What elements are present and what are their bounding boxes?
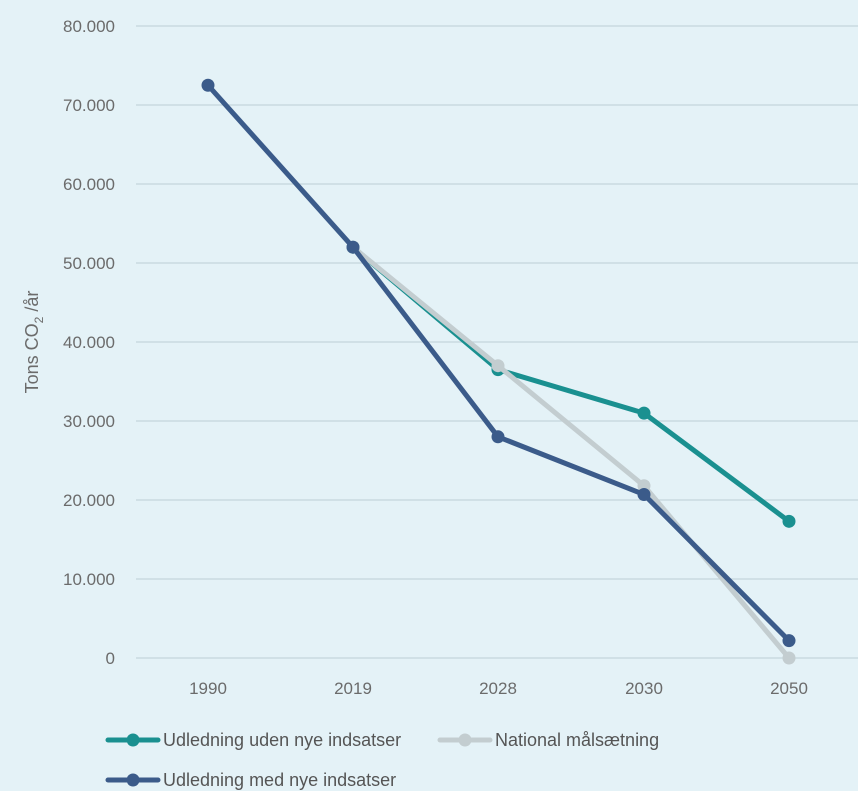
x-tick-label: 2050 bbox=[770, 679, 808, 698]
y-tick-label: 10.000 bbox=[63, 570, 115, 589]
y-axis-ticks: 0 10.000 20.000 30.000 40.000 50.000 60.000 70.… bbox=[63, 17, 115, 668]
data-point bbox=[782, 651, 796, 665]
x-tick-label: 1990 bbox=[189, 679, 227, 698]
series-line bbox=[350, 244, 792, 524]
legend-label: National målsætning bbox=[495, 730, 659, 750]
y-tick-label: 50.000 bbox=[63, 254, 115, 273]
x-axis-ticks: 1990 2019 2028 2030 2050 bbox=[189, 679, 808, 698]
legend-entry: Udledning med nye indsatser bbox=[105, 770, 396, 790]
y-tick-label: 0 bbox=[106, 649, 115, 668]
legend-marker bbox=[126, 733, 140, 747]
data-point bbox=[491, 359, 505, 373]
data-point bbox=[637, 406, 651, 420]
data-point bbox=[782, 514, 796, 528]
x-tick-label: 2019 bbox=[334, 679, 372, 698]
y-tick-label: 20.000 bbox=[63, 491, 115, 510]
series-lines bbox=[201, 78, 796, 665]
legend-marker bbox=[458, 733, 472, 747]
x-tick-label: 2030 bbox=[625, 679, 663, 698]
data-point bbox=[201, 78, 215, 92]
legend-label: Udledning med nye indsatser bbox=[163, 770, 396, 790]
data-point bbox=[637, 487, 651, 501]
series-1 bbox=[346, 240, 796, 528]
gridlines bbox=[136, 25, 858, 659]
data-point bbox=[782, 634, 796, 648]
legend-label: Udledning uden nye indsatser bbox=[163, 730, 401, 750]
y-tick-label: 30.000 bbox=[63, 412, 115, 431]
data-point bbox=[491, 430, 505, 444]
series-2 bbox=[346, 240, 796, 665]
legend-entry: Udledning uden nye indsatser bbox=[105, 730, 401, 750]
legend-marker bbox=[126, 773, 140, 787]
legend: Udledning uden nye indsatser National mål… bbox=[105, 730, 659, 790]
y-tick-label: 60.000 bbox=[63, 175, 115, 194]
legend-entry: National målsætning bbox=[437, 730, 659, 750]
series-3 bbox=[201, 78, 796, 648]
data-point bbox=[346, 240, 360, 254]
x-tick-label: 2028 bbox=[479, 679, 517, 698]
y-tick-label: 80.000 bbox=[63, 17, 115, 36]
y-axis-label: Tons CO2 /år bbox=[22, 291, 46, 394]
series-line bbox=[350, 244, 792, 661]
y-tick-label: 70.000 bbox=[63, 96, 115, 115]
y-tick-label: 40.000 bbox=[63, 333, 115, 352]
